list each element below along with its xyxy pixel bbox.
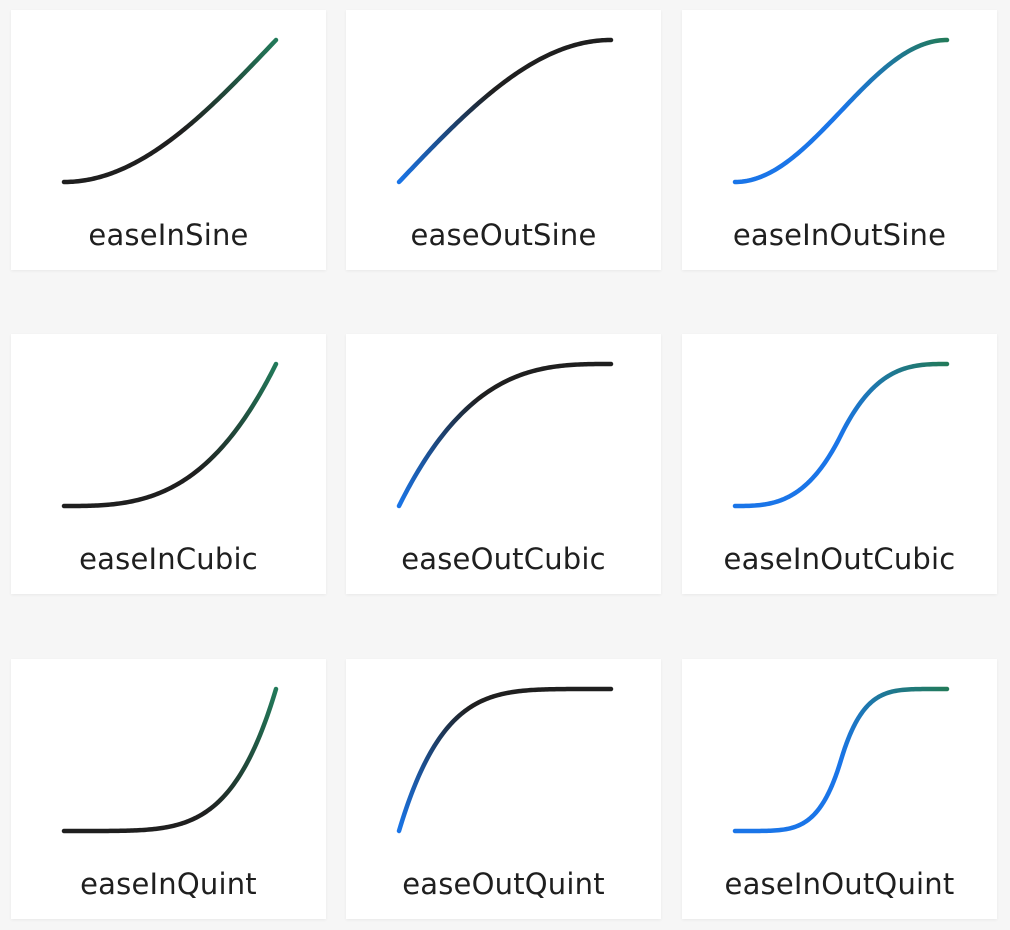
card-label: easeInCubic xyxy=(79,542,258,576)
easing-curve-line xyxy=(732,37,950,185)
card-ease-in-cubic: easeInCubic xyxy=(11,334,326,594)
easing-curve-line xyxy=(396,686,614,834)
curve-ease-in-quint xyxy=(61,686,279,834)
card-label: easeInSine xyxy=(88,218,249,252)
card-label: easeInOutSine xyxy=(732,218,947,252)
easing-curve-line xyxy=(732,686,950,834)
card-label: easeOutSine xyxy=(410,218,597,252)
curve-ease-in-cubic xyxy=(61,361,279,509)
easing-curve-line xyxy=(61,37,279,185)
card-ease-in-quint: easeInQuint xyxy=(11,659,326,919)
curve-ease-out-sine xyxy=(396,37,614,185)
card-ease-out-quint: easeOutQuint xyxy=(346,659,661,919)
card-ease-in-out-cubic: easeInOutCubic xyxy=(682,334,997,594)
card-ease-out-cubic: easeOutCubic xyxy=(346,334,661,594)
easing-curve-line xyxy=(61,686,279,834)
curve-ease-in-out-sine xyxy=(732,37,950,185)
easing-curve-line xyxy=(396,37,614,185)
card-label: easeOutCubic xyxy=(401,542,606,576)
curve-ease-out-quint xyxy=(396,686,614,834)
card-label: easeInOutCubic xyxy=(723,542,956,576)
card-ease-in-out-quint: easeInOutQuint xyxy=(682,659,997,919)
easing-curve-line xyxy=(61,361,279,509)
curve-ease-in-out-quint xyxy=(732,686,950,834)
card-ease-in-out-sine: easeInOutSine xyxy=(682,10,997,270)
card-ease-in-sine: easeInSine xyxy=(11,10,326,270)
curve-ease-in-out-cubic xyxy=(732,361,950,509)
curve-ease-in-sine xyxy=(61,37,279,185)
card-label: easeInQuint xyxy=(80,867,257,901)
card-label: easeOutQuint xyxy=(402,867,605,901)
curve-ease-out-cubic xyxy=(396,361,614,509)
easing-curve-line xyxy=(732,361,950,509)
card-ease-out-sine: easeOutSine xyxy=(346,10,661,270)
card-label: easeInOutQuint xyxy=(724,867,955,901)
easing-curve-line xyxy=(396,361,614,509)
